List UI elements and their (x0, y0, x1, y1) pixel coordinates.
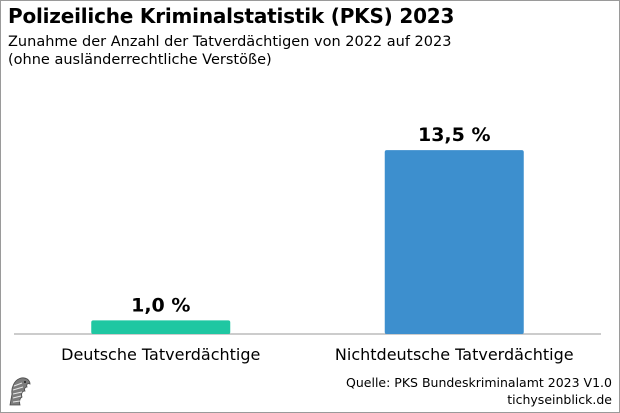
chart-title: Polizeiliche Kriminalstatistik (PKS) 202… (8, 4, 455, 28)
chart-subtitle: Zunahme der Anzahl der Tatverdächtigen v… (8, 33, 451, 69)
category-label-2: Nichtdeutsche Tatverdächtige (335, 345, 574, 364)
data-label-1: 1,0 % (131, 294, 190, 316)
bar-2 (384, 150, 524, 334)
bar-1 (91, 320, 231, 334)
bars-group: 1,0 % Deutsche Tatverdächtige 13,5 % Nichtd… (61, 124, 573, 364)
category-label-1: Deutsche Tatverdächtige (61, 345, 260, 364)
subtitle-line-1: Zunahme der Anzahl der Tatverdächtigen v… (8, 34, 452, 50)
subtitle-line-2: (ohne ausländerrechtliche Verstöße) (8, 52, 272, 68)
site-credit: tichyseinblick.de (507, 392, 612, 407)
data-label-2: 13,5 % (418, 124, 491, 146)
chart-footer: Quelle: PKS Bundeskriminalamt 2023 V1.0 … (346, 374, 612, 408)
source-note: Quelle: PKS Bundeskriminalamt 2023 V1.0 (346, 375, 612, 390)
eagle-head-logo-icon (6, 374, 32, 408)
